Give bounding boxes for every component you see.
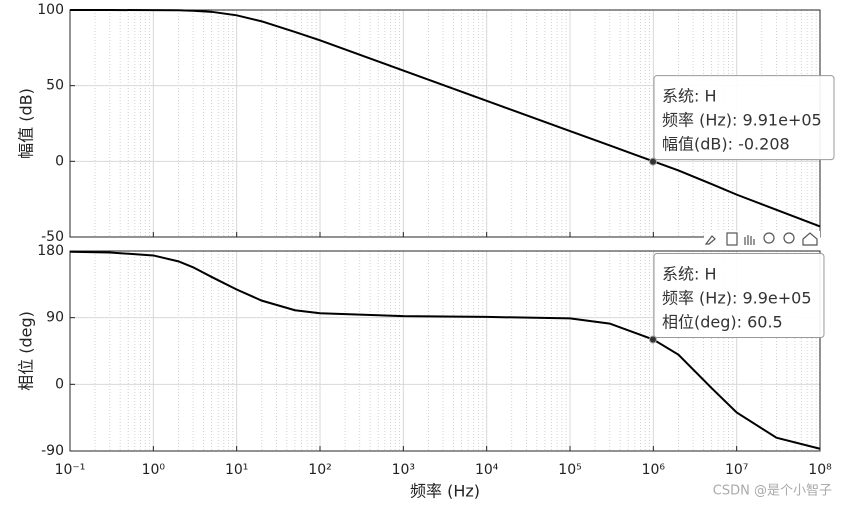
y-tick-label: 100 (37, 2, 64, 18)
brush-icon[interactable] (704, 235, 716, 245)
datatip-text: 幅值(dB): -0.208 (662, 135, 790, 154)
axes-box (69, 250, 821, 452)
response-line (70, 9, 821, 228)
datatip-marker (648, 335, 657, 344)
y-tick-label: 180 (37, 243, 64, 259)
zoom-in-icon[interactable] (763, 232, 775, 244)
y-tick-label: 0 (55, 153, 64, 169)
datatip-box (653, 75, 835, 161)
x-tick-label: 10¹ (225, 462, 248, 478)
y-tick-label: 0 (55, 376, 64, 392)
x-tick-label: 10⁶ (642, 462, 666, 478)
datatip: 系统: H 频率 (Hz): 9.9e+05 相位(deg): 60.5 (653, 253, 825, 339)
datatip: 系统: H 频率 (Hz): 9.91e+05 幅值(dB): -0.208 (653, 75, 835, 161)
y-axis-label: 幅值 (dB) (17, 88, 36, 159)
response-line (69, 250, 821, 450)
y-tick-label: -90 (41, 443, 64, 459)
home-icon[interactable] (802, 232, 818, 246)
y-axis-label: 相位 (deg) (17, 311, 36, 391)
datatip-icon[interactable] (726, 232, 738, 246)
datatip-box (653, 253, 825, 339)
x-tick-label: 10⁰ (142, 462, 166, 478)
y-tick-label: 90 (46, 310, 64, 326)
x-tick-label: 10⁷ (725, 462, 748, 478)
datatip-text: 频率 (Hz): 9.9e+05 (662, 289, 812, 308)
datatip-marker (649, 157, 658, 166)
x-tick-label: 10⁻¹ (55, 462, 86, 478)
datatip-text: 相位(deg): 60.5 (662, 313, 783, 332)
x-tick-label: 10⁵ (558, 462, 581, 478)
x-tick-label: 10⁸ (808, 462, 832, 478)
x-tick-label: 10² (308, 462, 331, 478)
axes-toolbar[interactable] (704, 231, 820, 247)
x-tick-label: 10³ (392, 462, 415, 478)
datatip-text: 频率 (Hz): 9.91e+05 (662, 111, 822, 130)
x-axis-label: 频率 (Hz) (410, 482, 480, 501)
x-tick-label: 10⁴ (475, 462, 499, 478)
pan-icon[interactable] (744, 235, 755, 245)
datatip-text: 系统: H (662, 87, 717, 106)
y-tick-label: 50 (46, 78, 64, 94)
datatip-text: 系统: H (662, 265, 717, 284)
y-tick-label: -50 (41, 229, 64, 245)
zoom-out-icon[interactable] (783, 232, 795, 244)
watermark: CSDN @是个小智子 (713, 484, 832, 499)
